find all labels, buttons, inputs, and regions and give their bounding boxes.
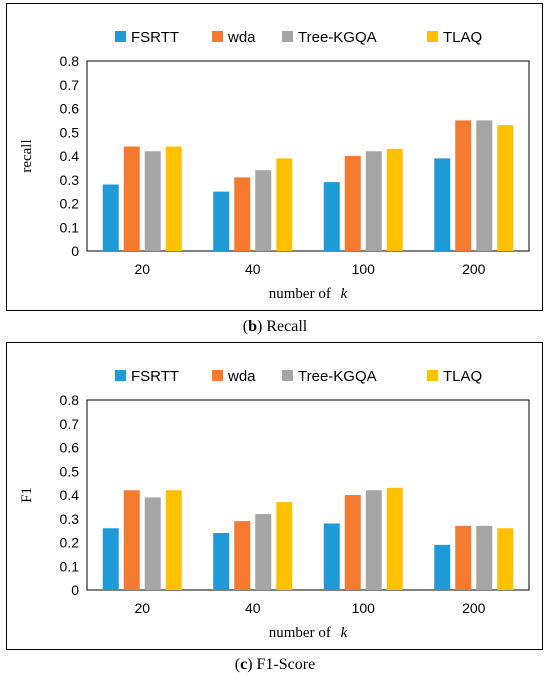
y-tick-label: 0.1 xyxy=(60,219,80,235)
bar-tlaq-100 xyxy=(386,487,403,590)
y-tick-label: 0.3 xyxy=(60,172,80,188)
bar-tlaq-20 xyxy=(165,146,182,251)
bar-fsrtt-200 xyxy=(434,158,451,251)
x-tick-label: 200 xyxy=(462,600,486,616)
bar-tlaq-40 xyxy=(276,158,293,251)
x-tick-label: 40 xyxy=(245,600,261,616)
bar-tlaq-20 xyxy=(165,490,182,590)
y-tick-label: 0.3 xyxy=(60,511,80,527)
bar-fsrtt-40 xyxy=(213,533,230,590)
recall-chart: FSRTT wda Tree-KGQA TLAQ 0 0.1 0.2 0.3 0.4 0.5 0.6… xyxy=(19,29,530,302)
bar-tree-kgqa-100 xyxy=(365,490,382,590)
plot-area xyxy=(86,399,530,591)
bar-tree-kgqa-100 xyxy=(365,151,382,251)
legend-swatch-0 xyxy=(115,370,126,381)
bar-wda-100 xyxy=(344,495,361,590)
bar-wda-40 xyxy=(234,521,251,590)
bar-fsrtt-20 xyxy=(102,184,119,251)
chart-panel-recall: FSRTT wda Tree-KGQA TLAQ 0 0.1 0.2 0.3 0.4 0.5 0.6… xyxy=(6,3,543,311)
y-tick-label: 0.5 xyxy=(60,124,80,140)
y-axis-label: recall xyxy=(19,139,35,172)
bar-tlaq-200 xyxy=(497,528,514,590)
caption-recall: (b) Recall xyxy=(242,318,308,335)
y-tick-label: 0.8 xyxy=(60,53,80,69)
legend-swatch-2 xyxy=(282,31,293,42)
bar-wda-40 xyxy=(234,177,251,251)
legend-label-1: wda xyxy=(227,29,256,46)
bar-fsrtt-100 xyxy=(323,523,340,590)
caption-f1-text: F1-Score xyxy=(256,656,316,673)
bar-wda-20 xyxy=(123,146,140,251)
bar-wda-200 xyxy=(455,120,472,251)
bar-wda-20 xyxy=(123,490,140,590)
chart-panel-f1: FSRTT wda Tree-KGQA TLAQ 0 0.1 0.2 0.3 0.4 0.5 0.6… xyxy=(6,342,543,650)
x-tick-label: 40 xyxy=(245,261,261,277)
legend-label-3: TLAQ xyxy=(443,29,482,46)
bar-fsrtt-100 xyxy=(323,182,340,251)
legend-label-2: Tree-KGQA xyxy=(298,29,377,46)
legend-swatch-3 xyxy=(427,31,438,42)
f1-chart: FSRTT wda Tree-KGQA TLAQ 0 0.1 0.2 0.3 0.4 0.5 0.6… xyxy=(19,368,530,641)
y-tick-label: 0.4 xyxy=(60,487,80,503)
x-tick-label: 200 xyxy=(462,261,486,277)
legend-label-0: FSRTT xyxy=(131,29,179,46)
y-tick-label: 0.8 xyxy=(60,392,80,408)
bar-tlaq-40 xyxy=(276,502,293,590)
bar-tree-kgqa-200 xyxy=(476,120,493,251)
legend-swatch-0 xyxy=(115,31,126,42)
bar-fsrtt-40 xyxy=(213,191,230,251)
y-tick-label: 0.6 xyxy=(60,440,80,456)
y-tick-label: 0.7 xyxy=(60,416,80,432)
bar-tree-kgqa-40 xyxy=(255,170,272,251)
legend-swatch-1 xyxy=(212,370,223,381)
x-tick-label: 20 xyxy=(134,600,150,616)
y-tick-label: 0 xyxy=(71,243,79,259)
y-tick-label: 0.7 xyxy=(60,77,80,93)
caption-f1: (c) F1-Score xyxy=(234,656,316,673)
legend-label-3: TLAQ xyxy=(443,368,482,385)
bar-wda-200 xyxy=(455,525,472,590)
bar-wda-100 xyxy=(344,156,361,251)
y-axis-label: F1 xyxy=(19,487,35,503)
y-tick-label: 0.5 xyxy=(60,463,80,479)
bar-fsrtt-20 xyxy=(102,528,119,590)
bar-tree-kgqa-20 xyxy=(144,497,161,590)
bar-tlaq-100 xyxy=(386,148,403,251)
x-tick-label: 100 xyxy=(352,261,376,277)
y-tick-label: 0.4 xyxy=(60,148,80,164)
bar-tree-kgqa-200 xyxy=(476,525,493,590)
caption-recall-text: Recall xyxy=(266,318,308,335)
y-tick-label: 0.6 xyxy=(60,101,80,117)
bar-fsrtt-200 xyxy=(434,544,451,590)
legend-swatch-3 xyxy=(427,370,438,381)
caption-f1-letter: c xyxy=(240,656,248,673)
bar-tree-kgqa-20 xyxy=(144,151,161,251)
legend-swatch-2 xyxy=(282,370,293,381)
plot-area xyxy=(86,60,530,252)
y-tick-label: 0 xyxy=(71,582,79,598)
legend-label-1: wda xyxy=(227,368,256,385)
bar-tree-kgqa-40 xyxy=(255,514,272,590)
x-tick-label: 100 xyxy=(352,600,376,616)
x-axis-label: number of k xyxy=(269,286,348,302)
legend-label-2: Tree-KGQA xyxy=(298,368,377,385)
x-axis-label: number of k xyxy=(269,625,348,641)
bar-tlaq-200 xyxy=(497,125,514,251)
x-tick-label: 20 xyxy=(134,261,150,277)
caption-recall-letter: b xyxy=(248,318,258,335)
y-tick-label: 0.2 xyxy=(60,196,80,212)
y-tick-label: 0.1 xyxy=(60,558,80,574)
legend-label-0: FSRTT xyxy=(131,368,179,385)
legend-swatch-1 xyxy=(212,31,223,42)
y-tick-label: 0.2 xyxy=(60,535,80,551)
